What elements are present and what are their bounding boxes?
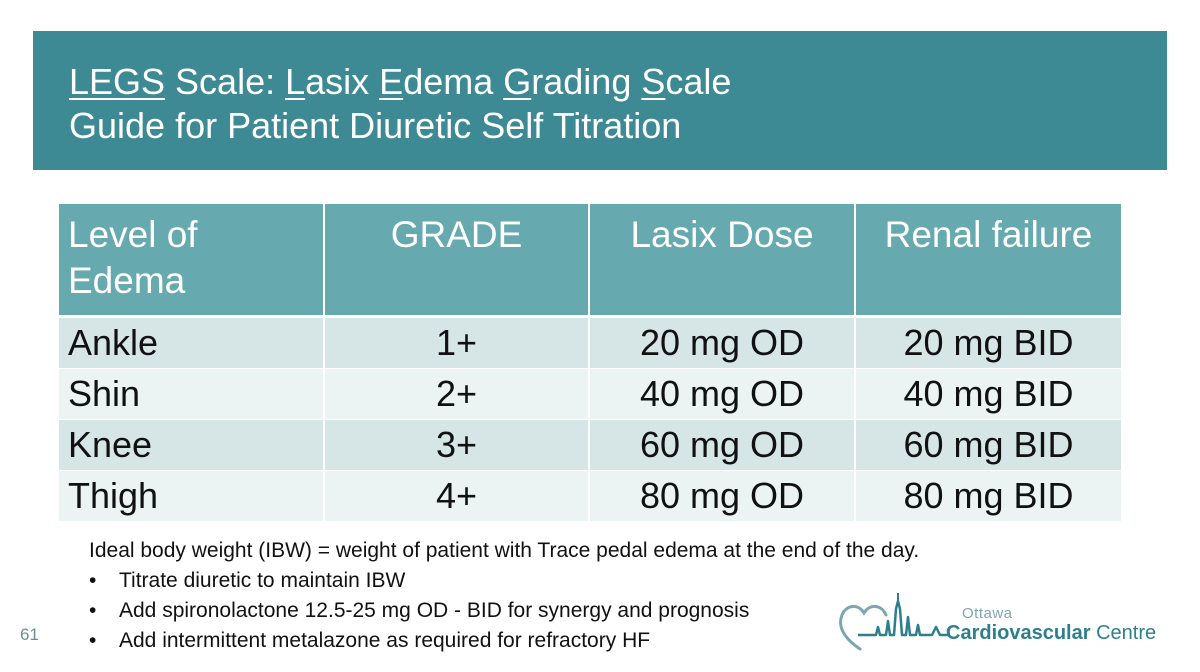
header-lasix-dose: Lasix Dose (589, 204, 856, 318)
bullet-text: Add intermittent metalazone as required … (119, 629, 651, 652)
slide-number: 61 (20, 625, 39, 644)
cell-level: Thigh (59, 470, 325, 522)
logo-centre-word: Centre (1090, 622, 1157, 644)
bullet-text: Add spironolactone 12.5-25 mg OD - BID f… (119, 599, 750, 622)
list-item: • Add spironolactone 12.5-25 mg OD - BID … (89, 596, 1089, 626)
bullet-text: Titrate diuretic to maintain IBW (119, 569, 406, 592)
header-grade: GRADE (324, 204, 590, 318)
ottawa-cardiovascular-centre-logo: Ottawa Cardiovascular Centre (836, 587, 1156, 657)
cell-level: Shin (59, 368, 325, 420)
cell-renal-failure: 40 mg BID (855, 368, 1121, 420)
cell-lasix-dose: 80 mg OD (589, 470, 856, 522)
cell-level: Knee (59, 419, 325, 471)
cell-grade: 2+ (324, 368, 590, 420)
logo-centre-text: Cardiovascular Centre (946, 622, 1156, 645)
table-row: Thigh 4+ 80 mg OD 80 mg BID (59, 470, 1121, 522)
title-part: S (641, 61, 666, 102)
recommendation-list: • Titrate diuretic to maintain IBW • Add s… (89, 566, 1089, 656)
table-header-row: Level of Edema GRADE Lasix Dose Renal fa… (59, 204, 1121, 318)
title-part: cale (665, 61, 732, 102)
cell-grade: 1+ (324, 316, 590, 369)
logo-ottawa-text: Ottawa (962, 605, 1013, 622)
list-item: • Add intermittent metalazone as required… (89, 626, 1089, 656)
notes: Ideal body weight (IBW) = weight of pati… (89, 536, 1089, 656)
cell-level: Ankle (59, 316, 325, 369)
bullet-icon: • (89, 569, 97, 592)
heart-skyline-logo-icon (839, 593, 950, 651)
cell-grade: 4+ (324, 470, 590, 522)
cell-renal-failure: 80 mg BID (855, 470, 1121, 522)
title-part: L (285, 61, 306, 102)
table-row: Knee 3+ 60 mg OD 60 mg BID (59, 419, 1121, 471)
logo-cardiovascular-text: Cardiovascular (946, 622, 1091, 644)
title-part: LEGS (69, 61, 166, 102)
title-band: LEGS Scale: Lasix Edema Grading Scale Gu… (33, 31, 1167, 170)
title-part: G (503, 61, 532, 102)
table-row: Shin 2+ 40 mg OD 40 mg BID (59, 368, 1121, 420)
title-part: asix (305, 61, 380, 102)
bullet-icon: • (89, 599, 97, 622)
cell-lasix-dose: 60 mg OD (589, 419, 856, 471)
header-renal-failure: Renal failure (855, 204, 1121, 318)
cell-renal-failure: 60 mg BID (855, 419, 1121, 471)
table-row: Ankle 1+ 20 mg OD 20 mg BID (59, 316, 1121, 369)
title-line-1: LEGS Scale: Lasix Edema Grading Scale (69, 61, 731, 103)
cell-lasix-dose: 20 mg OD (589, 316, 856, 369)
title-part: rading (531, 61, 642, 102)
header-level-of-edema: Level of Edema (59, 204, 325, 318)
bullet-icon: • (89, 629, 97, 652)
ibw-definition: Ideal body weight (IBW) = weight of pati… (89, 539, 920, 562)
cell-lasix-dose: 40 mg OD (589, 368, 856, 420)
title-line-2: Guide for Patient Diuretic Self Titratio… (69, 105, 682, 146)
legs-table: Level of Edema GRADE Lasix Dose Renal fa… (59, 204, 1121, 522)
title-part: Scale: (165, 61, 286, 102)
title-part: E (379, 61, 404, 102)
cell-renal-failure: 20 mg BID (855, 316, 1121, 369)
cell-grade: 3+ (324, 419, 590, 471)
title-part: dema (403, 61, 504, 102)
list-item: • Titrate diuretic to maintain IBW (89, 566, 1089, 596)
